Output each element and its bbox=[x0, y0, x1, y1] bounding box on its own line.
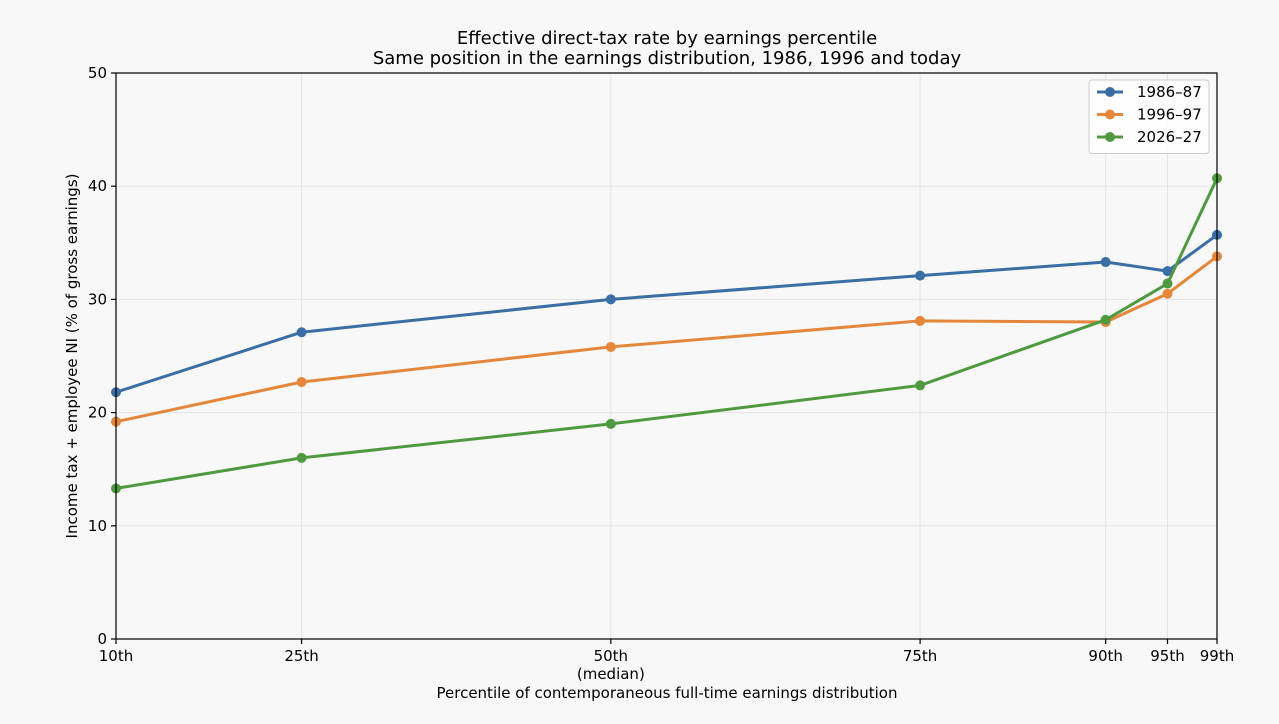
plot-frame bbox=[115, 72, 1218, 640]
series-line bbox=[114, 176, 1219, 490]
x-tick-label: 25th bbox=[284, 647, 318, 665]
data-point bbox=[296, 327, 307, 338]
series-0 bbox=[111, 229, 1222, 398]
data-point bbox=[1100, 314, 1111, 325]
data-point bbox=[1162, 288, 1173, 299]
series-2 bbox=[111, 173, 1222, 494]
legend-label: 1996–97 bbox=[1137, 106, 1202, 124]
x-tick-label: 90th bbox=[1088, 647, 1122, 665]
data-point bbox=[1162, 266, 1173, 277]
data-point bbox=[605, 294, 616, 305]
y-tick-label: 0 bbox=[97, 630, 107, 648]
x-axis-label: Percentile of contemporaneous full-time … bbox=[437, 684, 898, 702]
grid-lines bbox=[115, 72, 1218, 640]
y-axis-ticks: 0 10 20 30 40 50 bbox=[88, 64, 116, 648]
legend-marker bbox=[1105, 87, 1115, 97]
x-tick-label: 50th (median) bbox=[577, 647, 645, 683]
x-tick-label: 75th bbox=[903, 647, 937, 665]
legend-label: 2026–27 bbox=[1137, 128, 1202, 146]
legend: 1986–87 1996–97 2026–27 bbox=[1088, 79, 1210, 154]
data-point bbox=[605, 418, 616, 429]
data-point bbox=[296, 377, 307, 388]
chart-title: Effective direct-tax rate by earnings pe… bbox=[457, 28, 877, 49]
chart-subtitle: Same position in the earnings distributi… bbox=[373, 48, 962, 69]
legend-marker bbox=[1105, 109, 1115, 120]
y-tick-label: 50 bbox=[88, 64, 107, 82]
data-point bbox=[915, 270, 926, 281]
data-point bbox=[915, 315, 926, 326]
data-point bbox=[605, 341, 616, 352]
data-point bbox=[296, 452, 307, 463]
y-tick-label: 40 bbox=[88, 177, 107, 195]
y-axis-label: Income tax + employee NI (% of gross ear… bbox=[63, 174, 81, 539]
series-layer bbox=[111, 173, 1222, 494]
data-point bbox=[1100, 257, 1111, 268]
y-tick-label: 20 bbox=[88, 404, 107, 422]
data-point bbox=[915, 380, 926, 391]
x-tick-label: 99th bbox=[1200, 647, 1234, 665]
legend-label: 1986–87 bbox=[1137, 83, 1202, 101]
legend-marker bbox=[1105, 132, 1115, 142]
x-tick-label: 95th bbox=[1150, 647, 1184, 665]
x-axis-ticks: 10th 25th 50th (median) 75th 90th 95th 99th bbox=[99, 639, 1234, 683]
data-point bbox=[1162, 278, 1173, 289]
y-tick-label: 30 bbox=[88, 290, 107, 308]
legend-box bbox=[1088, 79, 1210, 154]
series-1 bbox=[111, 251, 1222, 427]
y-tick-label: 10 bbox=[88, 517, 107, 535]
series-line bbox=[114, 233, 1219, 394]
x-tick-label: 10th bbox=[99, 647, 133, 665]
